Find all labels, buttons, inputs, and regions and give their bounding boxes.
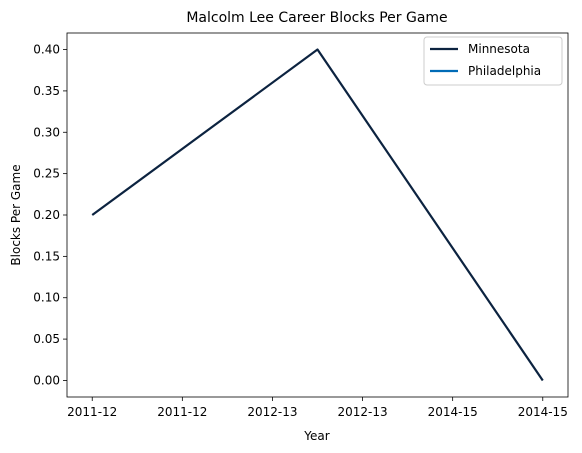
y-axis-label: Blocks Per Game — [9, 164, 23, 265]
chart-title: Malcolm Lee Career Blocks Per Game — [186, 10, 447, 26]
y-axis: 0.00 0.05 0.10 0.15 0.20 0.25 0.30 0.35 0.40 — [33, 43, 67, 387]
y-tick-label: 0.05 — [33, 332, 60, 346]
x-tick-label: 2011-12 — [157, 405, 207, 419]
y-tick-label: 0.35 — [33, 84, 60, 98]
legend-label: Philadelphia — [468, 64, 541, 78]
y-tick-label: 0.20 — [33, 208, 60, 222]
y-tick-label: 0.30 — [33, 125, 60, 139]
x-axis-label: Year — [303, 429, 329, 443]
y-tick-label: 0.10 — [33, 291, 60, 305]
plot-area — [66, 32, 569, 398]
series-line-minnesota — [91, 48, 544, 382]
series-lines — [91, 48, 544, 382]
y-tick-label: 0.40 — [33, 43, 60, 57]
x-tick-label: 2012-13 — [337, 405, 387, 419]
x-tick-label: 2011-12 — [67, 405, 117, 419]
legend-label: Minnesota — [468, 42, 530, 56]
y-tick-label: 0.15 — [33, 249, 60, 263]
legend-box — [423, 36, 563, 86]
x-tick-label: 2014-15 — [428, 405, 478, 419]
x-tick-label: 2012-13 — [247, 405, 297, 419]
legend: Minnesota Philadelphia — [423, 36, 563, 86]
y-tick-label: 0.25 — [33, 167, 60, 181]
x-tick-label: 2014-15 — [518, 405, 568, 419]
x-axis: 2011-12 2011-12 2012-13 2012-13 2014-15 2014-… — [67, 397, 568, 419]
y-tick-label: 0.00 — [33, 373, 60, 387]
